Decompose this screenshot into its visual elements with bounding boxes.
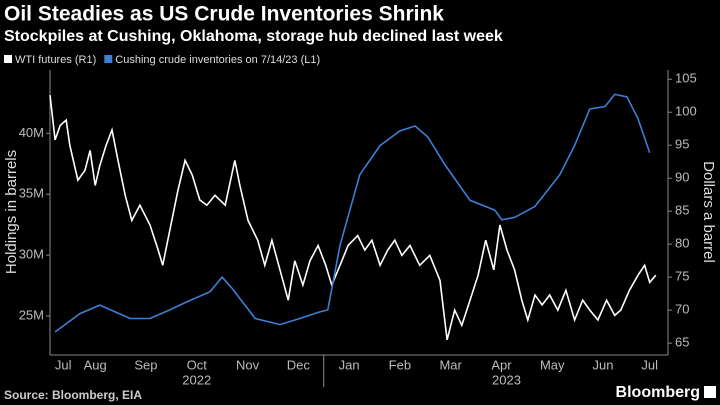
x-tick-label: Nov [236,357,260,372]
y2-tick-label: 80 [675,236,689,251]
y2-tick-label: 65 [675,335,689,350]
source: Source: Bloomberg, EIA [4,388,142,402]
x-group-label: 2023 [492,372,521,387]
x-tick-label: Apr [491,357,512,372]
y-tick-label: 25M [19,307,44,322]
y2-tick-label: 100 [675,104,697,119]
y-tick-label: 35M [19,186,44,201]
x-tick-label: Jul [55,357,72,372]
y-tick-label: 30M [19,247,44,262]
x-tick-label: Feb [389,357,411,372]
brand: Bloomberg [616,384,700,401]
line-series [49,95,657,340]
brand-icon [704,386,716,398]
line-series [54,93,651,333]
x-tick-label: Jan [339,357,360,372]
legend-swatch [104,55,113,63]
x-tick-label: May [540,357,565,372]
y2-tick-label: 95 [675,137,689,152]
y2-tick-label: 105 [675,71,697,86]
y2-tick-label: 85 [675,203,689,218]
y2-axis-label: Dollars a barrel [700,161,717,263]
x-tick-label: Oct [187,357,208,372]
x-group-label: 2022 [182,372,211,387]
y2-tick-label: 90 [675,170,689,185]
y-axis-label: Holdings in barrels [3,150,20,274]
chart-subtitle: Stockpiles at Cushing, Oklahoma, storage… [4,28,503,45]
chart-title: Oil Steadies as US Crude Inventories Shr… [4,3,444,26]
legend-label: WTI futures (R1) [15,54,96,66]
x-tick-label: Aug [84,357,107,372]
y2-tick-label: 75 [675,269,689,284]
x-tick-label: Mar [439,357,462,372]
x-tick-label: Sep [134,357,157,372]
legend-label: Cushing crude inventories on 7/14/23 (L1… [115,54,320,66]
y2-tick-label: 70 [675,302,689,317]
x-tick-label: Jun [593,357,614,372]
x-tick-label: Jul [641,357,658,372]
legend-swatch [4,55,12,63]
y-tick-label: 40M [19,125,44,140]
x-tick-label: Dec [287,357,311,372]
